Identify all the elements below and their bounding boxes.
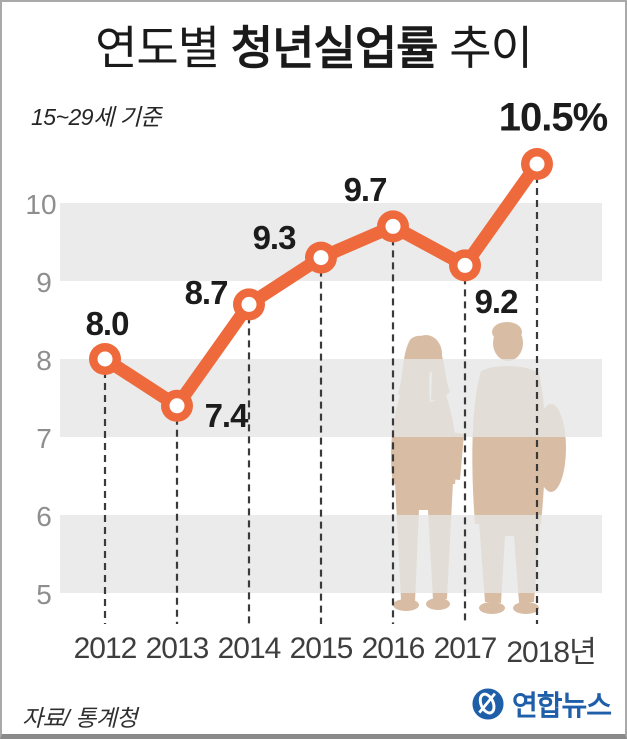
x-label-2013: 2013 [145,632,210,665]
title-emphasis: 청년실업률 [230,22,439,74]
gridline-band [60,515,602,593]
value-label-2016: 9.7 [343,171,388,208]
yonhap-news-logo: 연합뉴스 [469,684,612,724]
data-point-marker-hole [385,218,401,234]
data-point-marker-hole [97,351,113,367]
y-tick-10: 10 [25,189,57,220]
y-tick-6: 6 [36,501,52,532]
value-label-2012: 8.0 [85,305,130,342]
value-label-2015: 9.3 [252,219,297,256]
x-label-2016: 2016 [361,632,426,665]
gridline-band [60,359,602,437]
y-tick-5: 5 [36,579,52,610]
trend-line-group [89,148,553,624]
x-label-2015: 2015 [289,632,354,665]
title-prefix: 연도별 [95,22,231,74]
subtitle-age-basis: 15~29세 기준 [31,104,161,130]
data-point-marker-hole [457,257,473,273]
x-label-2012: 2012 [73,632,138,665]
data-point-marker-hole [241,296,257,312]
title-suffix: 추이 [437,22,533,74]
y-tick-8: 8 [36,345,52,376]
x-label-2018: 2018년 [506,636,596,669]
value-label-2014: 8.7 [184,274,229,311]
value-label-2018: 10.5% [498,95,608,140]
x-label-2017: 2017 [433,632,498,665]
y-tick-9: 9 [36,267,52,298]
yonhap-globe-icon [472,688,504,720]
value-label-2013: 7.4 [204,397,249,434]
x-label-2014: 2014 [217,632,282,665]
page-title: 연도별 청년실업률 추이 [2,12,625,78]
y-tick-7: 7 [36,423,52,454]
data-point-marker-hole [313,250,329,266]
value-label-2017: 9.2 [474,283,519,320]
logo-text: 연합뉴스 [511,690,612,721]
data-point-marker-hole [529,156,545,172]
data-point-marker-hole [169,398,185,414]
source-credit: 자료/ 통계청 [22,705,138,731]
